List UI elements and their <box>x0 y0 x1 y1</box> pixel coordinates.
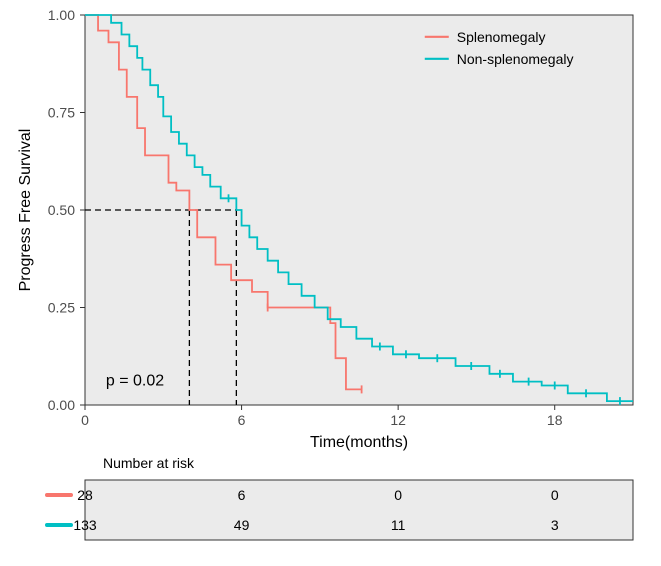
risk-cell: 0 <box>394 487 402 503</box>
x-tick-label: 12 <box>390 412 406 428</box>
risk-table-title: Number at risk <box>103 455 195 471</box>
legend-label-1: Non-splenomegaly <box>457 51 574 67</box>
risk-cell: 6 <box>238 487 246 503</box>
risk-cell: 0 <box>551 487 559 503</box>
x-tick-label: 18 <box>547 412 563 428</box>
km-svg: 0.00 0.25 0.50 0.75 1.00 0 6 12 18 Time(months) Pr… <box>0 0 661 561</box>
risk-cell: 49 <box>234 517 250 533</box>
y-tick-label: 0.75 <box>48 105 75 121</box>
risk-cell: 3 <box>551 517 559 533</box>
y-tick-label: 0.00 <box>48 397 75 413</box>
x-tick-label: 0 <box>81 412 89 428</box>
legend-label-0: Splenomegaly <box>457 29 546 45</box>
y-tick-label: 1.00 <box>48 7 75 23</box>
y-tick-label: 0.50 <box>48 202 75 218</box>
p-value-text: p = 0.02 <box>106 373 164 390</box>
y-tick-label: 0.25 <box>48 300 75 316</box>
x-axis-title: Time(months) <box>310 434 408 451</box>
x-tick-label: 6 <box>238 412 246 428</box>
risk-cell: 28 <box>77 487 93 503</box>
km-chart-container: 0.00 0.25 0.50 0.75 1.00 0 6 12 18 Time(months) Pr… <box>0 0 661 561</box>
risk-cell: 133 <box>73 517 97 533</box>
y-axis-title: Progress Free Survival <box>17 129 34 292</box>
risk-cell: 11 <box>391 517 406 533</box>
